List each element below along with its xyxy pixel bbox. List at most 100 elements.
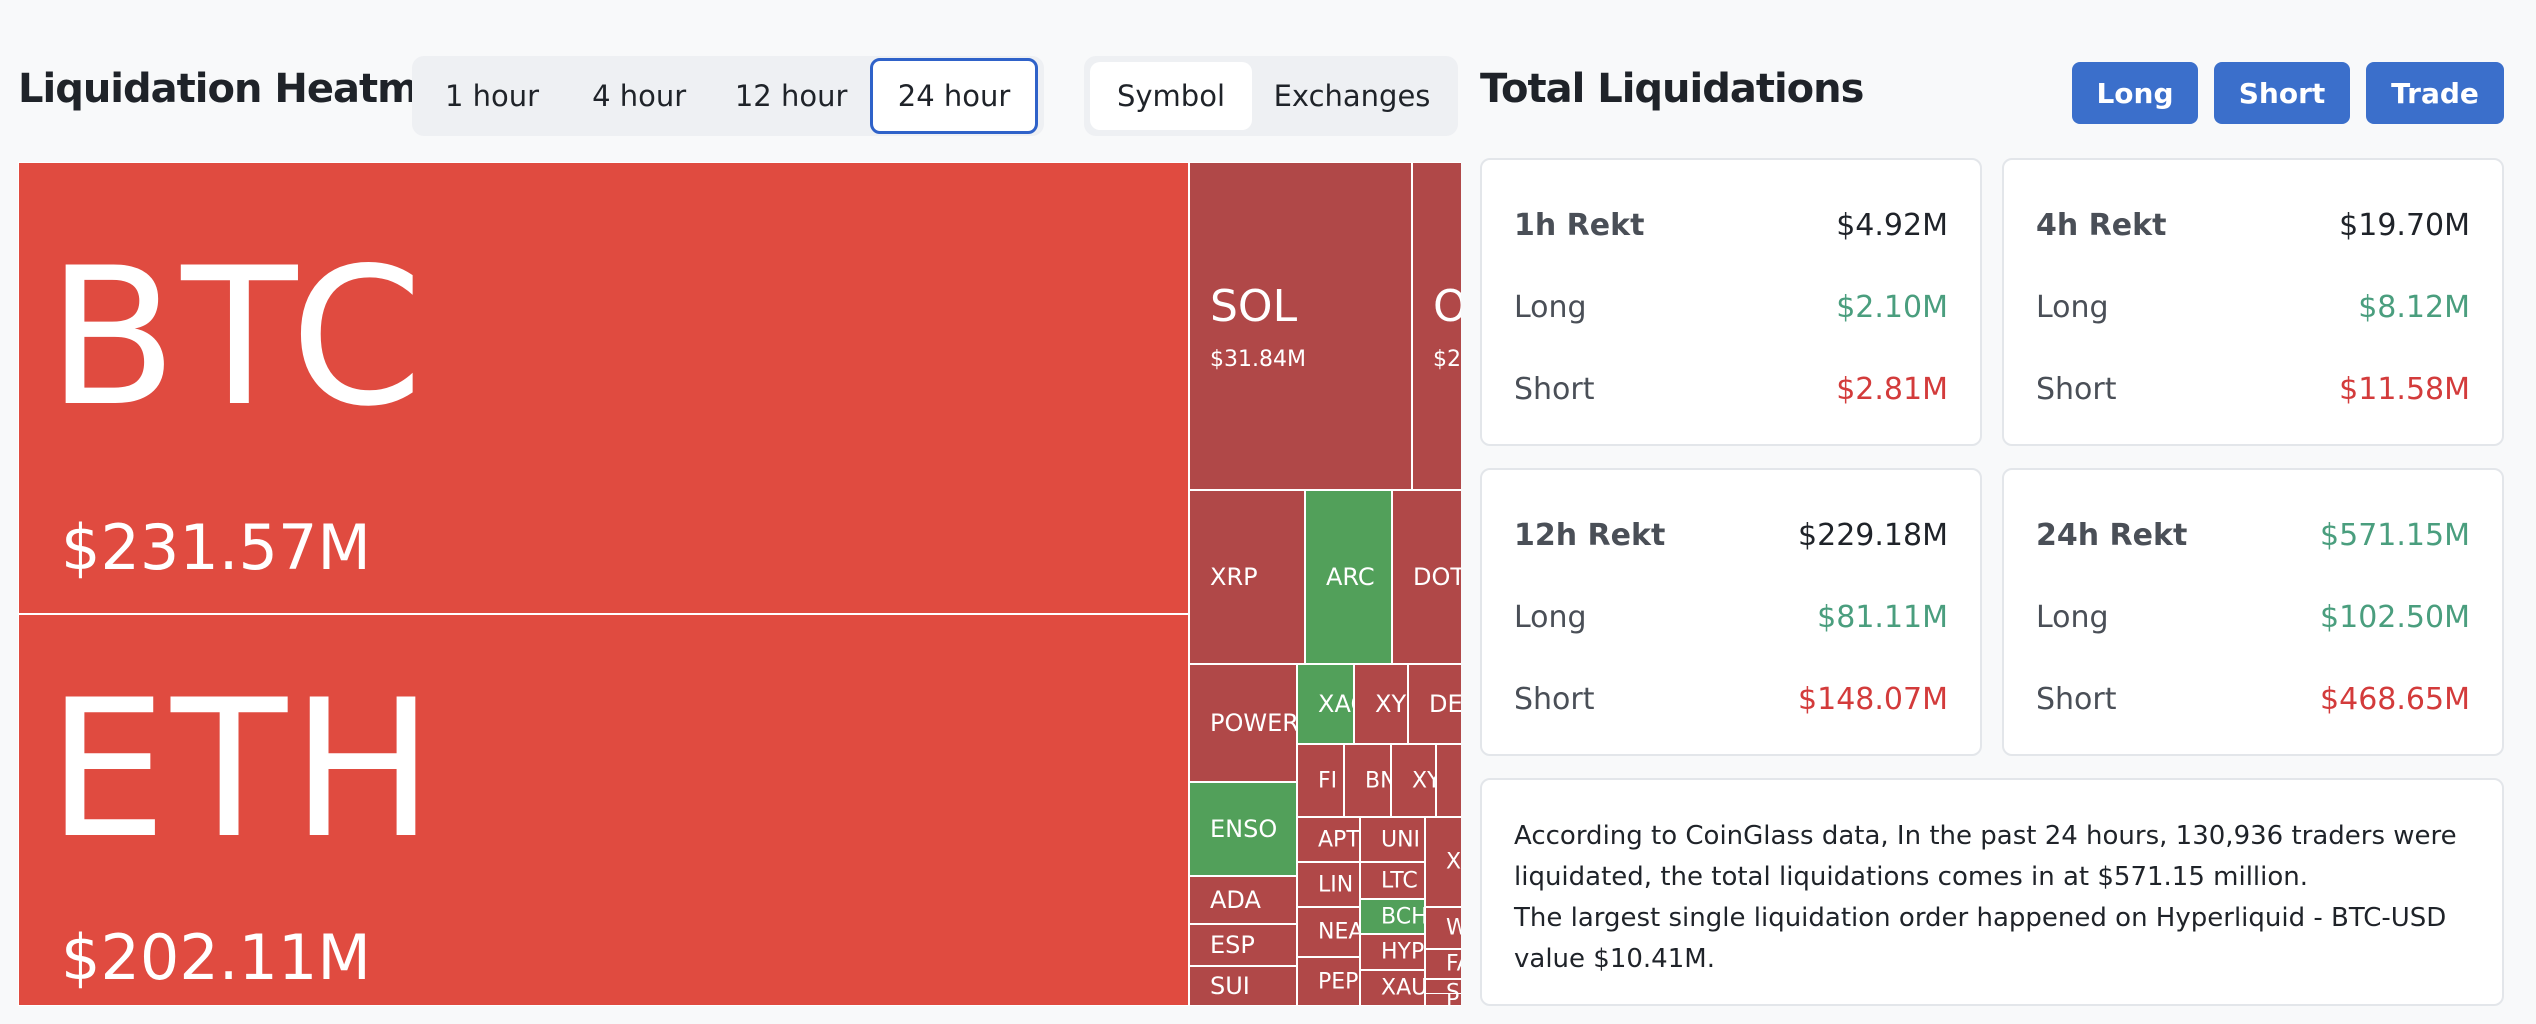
treemap-cell-apt[interactable]: APT	[1297, 817, 1360, 862]
treemap-cell-bch[interactable]: BCH	[1360, 899, 1425, 934]
timeframe-selector: 1 hour 4 hour 12 hour 24 hour	[412, 56, 1044, 136]
treemap-cell-xag[interactable]: XAG	[1297, 664, 1354, 744]
cell-symbol: FA	[1446, 951, 1461, 977]
view-symbol[interactable]: Symbol	[1090, 62, 1252, 130]
card-total: $571.15M	[2320, 518, 2470, 553]
card-short-value: $468.65M	[2320, 682, 2470, 717]
cell-symbol: ARC	[1326, 563, 1375, 591]
card-period: 1h Rekt	[1514, 208, 1645, 243]
cell-symbol: XYZ	[1375, 690, 1407, 718]
cell-symbol: BTC	[47, 227, 427, 448]
treemap-cell-esp[interactable]: ESP	[1189, 924, 1297, 966]
cell-value: $231.57M	[61, 511, 371, 584]
cell-symbol: ADA	[1210, 886, 1261, 914]
cell-symbol: ENSO	[1210, 815, 1278, 843]
treemap-cell-lin[interactable]: LIN	[1297, 862, 1360, 907]
treemap-cell-xy[interactable]: XY	[1391, 744, 1436, 817]
cell-symbol: NEA	[1318, 919, 1360, 945]
cell-symbol: XRP	[1210, 563, 1258, 591]
treemap-cell-sol[interactable]: SOL $31.84M	[1189, 162, 1412, 490]
treemap-cell-dot[interactable]: DOT	[1392, 490, 1461, 664]
cell-symbol: ETH	[47, 659, 438, 880]
cell-symbol: XY	[1412, 768, 1435, 793]
card-long-label: Long	[2036, 290, 2109, 325]
treemap-cell-fi[interactable]: FI	[1297, 744, 1344, 817]
cell-symbol: SOL	[1210, 281, 1298, 332]
card-long-value: $8.12M	[2358, 290, 2470, 325]
rekt-card-4h: 4h Rekt $19.70M Long $8.12M Short $11.58M	[2002, 158, 2504, 446]
card-short-value: $11.58M	[2339, 372, 2470, 407]
card-short-label: Short	[1514, 372, 1595, 407]
rekt-card-1h: 1h Rekt $4.92M Long $2.10M Short $2.81M	[1480, 158, 1982, 446]
cell-symbol: P	[1446, 993, 1460, 1006]
card-total: $4.92M	[1836, 208, 1948, 243]
short-button[interactable]: Short	[2214, 62, 2350, 124]
treemap-cell-ada[interactable]: ADA	[1189, 876, 1297, 924]
cell-symbol: APT	[1318, 827, 1360, 852]
cell-symbol: PEP	[1318, 969, 1359, 994]
card-long-label: Long	[1514, 600, 1587, 635]
cell-symbol: DE	[1429, 690, 1461, 718]
card-short-value: $2.81M	[1836, 372, 1948, 407]
treemap-cell-de[interactable]: DE	[1408, 664, 1461, 744]
timeframe-12-hour[interactable]: 12 hour	[734, 79, 848, 113]
total-liquidations-title: Total Liquidations	[1480, 66, 1864, 112]
cell-symbol: XAG	[1318, 690, 1353, 718]
view-exchanges[interactable]: Exchanges	[1273, 79, 1431, 113]
cell-value: $31.84M	[1210, 347, 1306, 372]
cell-symbol: LIN	[1318, 872, 1354, 897]
treemap-cell-xrp[interactable]: XRP	[1189, 490, 1305, 664]
cell-symbol: FI	[1318, 768, 1338, 793]
card-short-label: Short	[2036, 372, 2117, 407]
long-button[interactable]: Long	[2072, 62, 2198, 124]
treemap-cell-xau[interactable]: XAU	[1360, 970, 1425, 1006]
treemap-cell-hyp[interactable]: HYP	[1360, 934, 1425, 970]
treemap-cell-p[interactable]: P	[1425, 993, 1461, 1006]
card-period: 24h Rekt	[2036, 518, 2188, 553]
treemap-cell-power[interactable]: POWER	[1189, 664, 1297, 782]
treemap-cell-pep[interactable]: PEP	[1297, 957, 1360, 1006]
rekt-card-12h: 12h Rekt $229.18M Long $81.11M Short $148.0…	[1480, 468, 1982, 756]
cell-value: $202.11M	[61, 921, 371, 994]
heatmap-title: Liquidation Heatmap	[18, 66, 472, 112]
treemap-cell-bn[interactable]: BN	[1344, 744, 1391, 817]
card-total: $19.70M	[2339, 208, 2470, 243]
card-long-value: $102.50M	[2320, 600, 2470, 635]
card-period: 4h Rekt	[2036, 208, 2167, 243]
treemap-cell-o[interactable]: O $2	[1412, 162, 1461, 490]
view-selector: Symbol Exchanges	[1084, 56, 1458, 136]
treemap-cell-ltc[interactable]: LTC	[1360, 862, 1425, 899]
treemap-cell-unlabeled[interactable]	[1436, 744, 1461, 817]
treemap-cell-enso[interactable]: ENSO	[1189, 782, 1297, 876]
cell-symbol: O	[1433, 281, 1461, 332]
card-long-label: Long	[1514, 290, 1587, 325]
cell-symbol: X	[1446, 849, 1461, 875]
timeframe-1-hour[interactable]: 1 hour	[444, 79, 540, 113]
treemap-cell-btc[interactable]: BTC $231.57M	[18, 162, 1189, 614]
timeframe-24-hour[interactable]: 24 hour	[870, 58, 1038, 134]
treemap-cell-xyz[interactable]: XYZ	[1354, 664, 1408, 744]
treemap-cell-fa[interactable]: FA	[1425, 949, 1461, 979]
cell-symbol: HYP	[1381, 939, 1425, 965]
summary-line-1: According to CoinGlass data, In the past…	[1514, 821, 2457, 892]
cell-symbol: UNI	[1381, 827, 1421, 852]
cell-symbol: SUI	[1210, 972, 1250, 1000]
liquidation-treemap: BTC $231.57M ETH $202.11M SOL $31.84M O …	[18, 162, 1461, 1006]
card-total: $229.18M	[1798, 518, 1948, 553]
treemap-cell-nea[interactable]: NEA	[1297, 907, 1360, 957]
trade-button[interactable]: Trade	[2366, 62, 2504, 124]
cell-symbol: ESP	[1210, 931, 1255, 959]
summary-line-2: The largest single liquidation order hap…	[1514, 903, 2447, 974]
cell-symbol: DOT	[1413, 563, 1461, 591]
treemap-cell-x[interactable]: X	[1425, 817, 1461, 907]
card-short-label: Short	[1514, 682, 1595, 717]
timeframe-4-hour[interactable]: 4 hour	[592, 79, 687, 113]
card-long-value: $81.11M	[1817, 600, 1948, 635]
treemap-cell-w[interactable]: W	[1425, 907, 1461, 949]
treemap-cell-arc[interactable]: ARC	[1305, 490, 1392, 664]
cell-symbol: POWER	[1210, 709, 1297, 737]
cell-symbol: XAU	[1381, 975, 1425, 1001]
treemap-cell-eth[interactable]: ETH $202.11M	[18, 614, 1189, 1006]
treemap-cell-uni[interactable]: UNI	[1360, 817, 1425, 862]
treemap-cell-sui[interactable]: SUI	[1189, 966, 1297, 1006]
